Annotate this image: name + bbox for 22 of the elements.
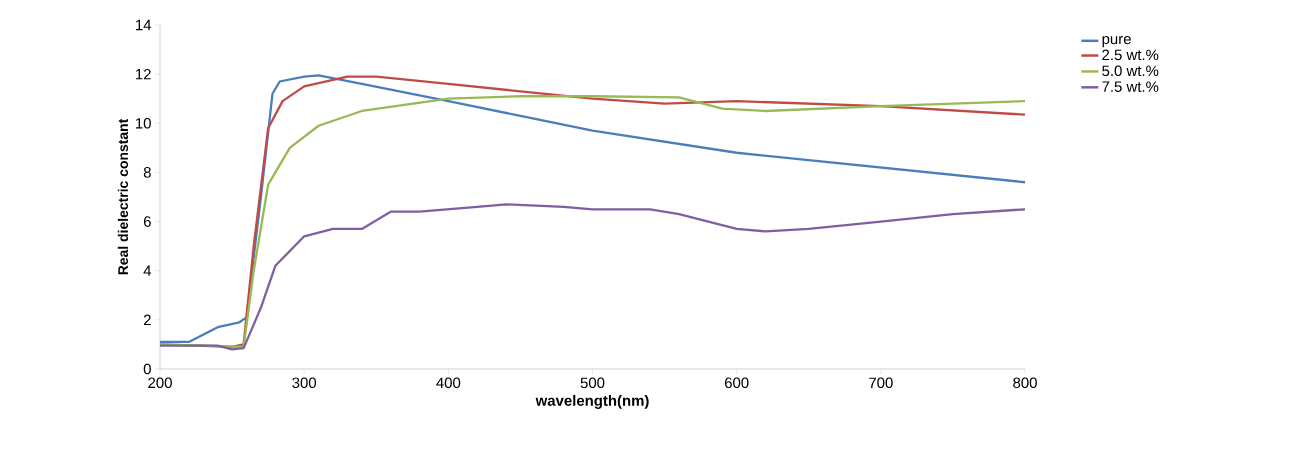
x-tick-label: 300 <box>292 377 317 389</box>
x-tick-label: 200 <box>148 377 172 389</box>
x-tick-label: 600 <box>724 377 749 389</box>
legend-label: pure <box>1102 36 1131 48</box>
y-tick-label: 4 <box>143 265 152 276</box>
y-tick-label: 12 <box>136 68 151 80</box>
y-axis-title: Real dielectric constant <box>117 118 129 275</box>
line-series <box>158 203 1027 351</box>
x-tick-label: 800 <box>1013 377 1037 389</box>
y-tick-label: 14 <box>136 19 152 31</box>
x-axis-title: wavelength(nm) <box>535 394 649 409</box>
y-tick-label: 2 <box>143 314 151 326</box>
legend-label: 5.0 wt.% <box>1102 65 1159 77</box>
legend-label: 7.5 wt.% <box>1102 81 1159 92</box>
y-tick-label: 6 <box>143 216 151 227</box>
x-tick-label: 500 <box>580 377 605 389</box>
y-tick-label: 8 <box>143 167 151 178</box>
x-tick-label: 700 <box>869 377 893 389</box>
legend-label: 2.5 wt.% <box>1102 49 1159 61</box>
y-tick-label: 10 <box>136 117 151 129</box>
y-tick-label: 0 <box>143 363 151 375</box>
x-tick-label: 400 <box>436 377 461 389</box>
